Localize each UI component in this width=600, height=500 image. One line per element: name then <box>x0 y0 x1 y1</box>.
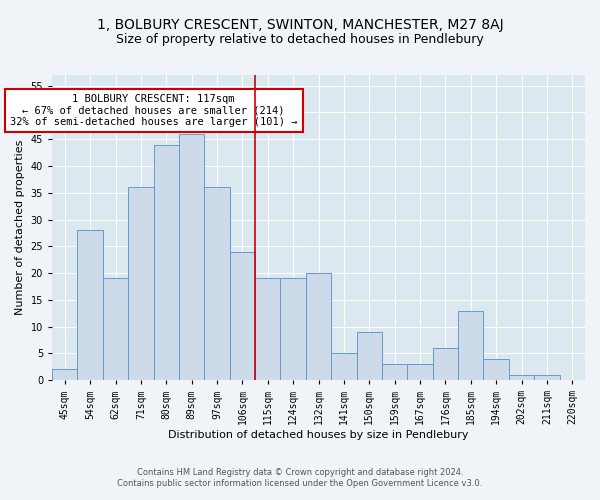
Text: 1 BOLBURY CRESCENT: 117sqm
← 67% of detached houses are smaller (214)
32% of sem: 1 BOLBURY CRESCENT: 117sqm ← 67% of deta… <box>10 94 298 127</box>
Bar <box>52 370 77 380</box>
Bar <box>103 278 128 380</box>
Bar <box>382 364 407 380</box>
Bar <box>331 354 356 380</box>
Bar <box>128 188 154 380</box>
Bar <box>230 252 255 380</box>
Text: Size of property relative to detached houses in Pendlebury: Size of property relative to detached ho… <box>116 32 484 46</box>
Y-axis label: Number of detached properties: Number of detached properties <box>15 140 25 316</box>
Bar <box>356 332 382 380</box>
Bar <box>280 278 306 380</box>
Bar <box>77 230 103 380</box>
Text: 1, BOLBURY CRESCENT, SWINTON, MANCHESTER, M27 8AJ: 1, BOLBURY CRESCENT, SWINTON, MANCHESTER… <box>97 18 503 32</box>
X-axis label: Distribution of detached houses by size in Pendlebury: Distribution of detached houses by size … <box>168 430 469 440</box>
Bar <box>433 348 458 380</box>
Bar <box>407 364 433 380</box>
Bar <box>205 188 230 380</box>
Bar <box>154 144 179 380</box>
Bar <box>179 134 205 380</box>
Bar <box>458 310 484 380</box>
Bar <box>509 375 534 380</box>
Bar <box>484 359 509 380</box>
Bar <box>255 278 280 380</box>
Text: Contains HM Land Registry data © Crown copyright and database right 2024.
Contai: Contains HM Land Registry data © Crown c… <box>118 468 482 487</box>
Bar <box>534 375 560 380</box>
Bar <box>306 273 331 380</box>
